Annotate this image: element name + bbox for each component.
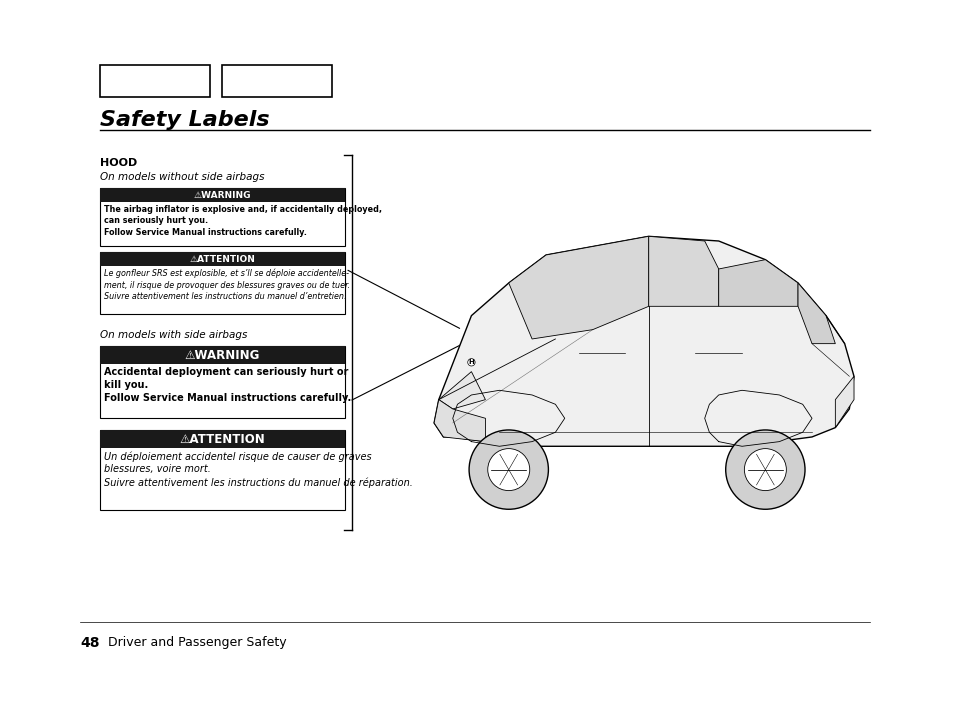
FancyBboxPatch shape	[100, 430, 345, 448]
Circle shape	[725, 430, 804, 509]
Text: H: H	[468, 359, 474, 366]
FancyBboxPatch shape	[100, 430, 345, 510]
FancyBboxPatch shape	[222, 65, 332, 97]
Polygon shape	[835, 376, 853, 427]
Text: On models with side airbags: On models with side airbags	[100, 330, 247, 340]
Text: 48: 48	[80, 636, 99, 650]
Text: Le gonfleur SRS est explosible, et s’ll se déploie accidentelle-
ment, il risque: Le gonfleur SRS est explosible, et s’ll …	[104, 269, 350, 302]
Polygon shape	[434, 236, 853, 447]
Text: ⚠WARNING: ⚠WARNING	[193, 190, 251, 200]
Circle shape	[743, 449, 785, 491]
Text: Safety Labels: Safety Labels	[100, 110, 270, 130]
Polygon shape	[718, 260, 798, 306]
Text: The airbag inflator is explosive and, if accidentally deployed,
can seriously hu: The airbag inflator is explosive and, if…	[104, 205, 381, 237]
Text: Un déploiement accidentel risque de causer de graves
blessures, voire mort.
Suiv: Un déploiement accidentel risque de caus…	[104, 451, 413, 488]
Polygon shape	[648, 236, 718, 306]
FancyBboxPatch shape	[100, 252, 345, 314]
FancyBboxPatch shape	[100, 346, 345, 418]
Text: HOOD: HOOD	[100, 158, 137, 168]
FancyBboxPatch shape	[100, 346, 345, 364]
Circle shape	[487, 449, 529, 491]
Text: Driver and Passenger Safety: Driver and Passenger Safety	[108, 636, 286, 649]
Text: ⚠ATTENTION: ⚠ATTENTION	[179, 432, 265, 445]
Polygon shape	[438, 371, 485, 409]
Text: On models without side airbags: On models without side airbags	[100, 172, 264, 182]
Circle shape	[469, 430, 548, 509]
Text: ⚠ATTENTION: ⚠ATTENTION	[190, 254, 255, 263]
Polygon shape	[508, 236, 648, 339]
FancyBboxPatch shape	[100, 188, 345, 246]
FancyBboxPatch shape	[100, 65, 210, 97]
Polygon shape	[434, 400, 485, 442]
FancyBboxPatch shape	[100, 188, 345, 202]
Text: ⚠WARNING: ⚠WARNING	[185, 349, 260, 361]
Text: Accidental deployment can seriously hurt or
kill you.
Follow Service Manual inst: Accidental deployment can seriously hurt…	[104, 367, 351, 403]
FancyBboxPatch shape	[100, 252, 345, 266]
Polygon shape	[798, 283, 835, 344]
